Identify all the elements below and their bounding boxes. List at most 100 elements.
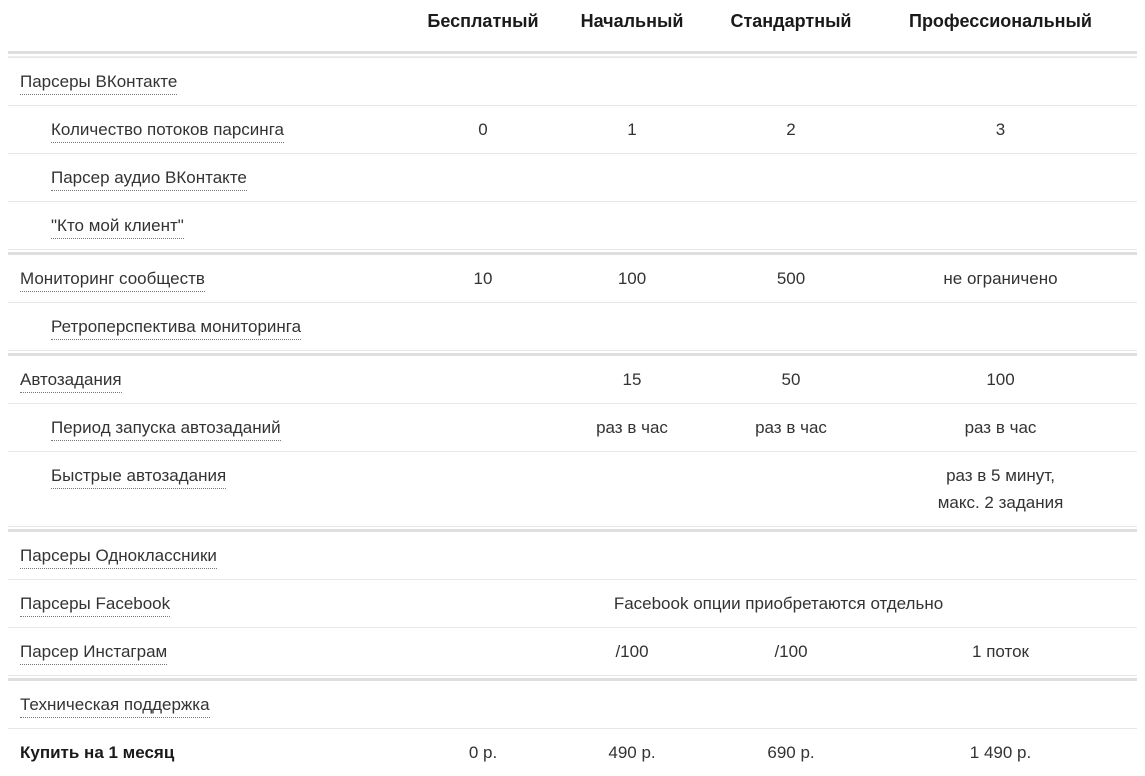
feature-label-cell: Парсеры ВКонтакте [8,58,420,105]
plan-value-cell [864,202,1137,222]
plan-value-cell: раз в час [755,418,827,437]
plan-header-starter: Начальный [580,11,684,31]
section-divider [8,350,1137,356]
header-spacer-cell [8,0,420,24]
table-row: Парсеры Facebook Facebook опции приобрета… [8,579,1137,627]
plan-value-cell: /100 [774,642,808,661]
table-row: Парсеры Одноклассники [8,532,1137,579]
feature-label[interactable]: Парсеры Одноклассники [20,545,217,569]
plan-value-cell [864,58,1137,78]
feature-label[interactable]: Парсеры ВКонтакте [20,71,178,95]
plan-value-cell [718,532,864,552]
table-row: Парсер Инстаграм/100/100 1 поток [8,627,1137,675]
plan-value-cell [420,58,546,78]
spanning-note-cell: Facebook опции приобретаются отдельно [613,594,944,613]
plan-value-cell: /100 [615,642,649,661]
feature-label-cell: Период запуска автозаданий [8,404,420,451]
plan-value-cell [864,154,1137,174]
feature-label-cell: Парсер Инстаграм [8,628,420,675]
table-row: Количество потоков парсинга 0 1 2 3 [8,105,1137,153]
plan-value-cell: 500 [776,269,806,288]
feature-label[interactable]: Ретроперспектива мониторинга [51,316,302,340]
plan-value-cell: 50 [781,370,801,389]
feature-label[interactable]: Количество потоков парсинга [51,119,284,143]
header-divider [8,51,1137,57]
table-row: Парсер аудио ВКонтакте [8,153,1137,201]
section-divider [8,526,1137,532]
plan-value-cell [864,303,1137,323]
plan-value-cell: раз в час [596,418,668,437]
plan-value-cell: 1 490 р. [969,743,1032,762]
plan-header-free: Бесплатный [427,11,539,31]
feature-label[interactable]: Техническая поддержка [20,694,210,718]
plan-value-cell: 0 [478,120,488,139]
table-row: Техническая поддержка [8,681,1137,728]
feature-label-cell: Парсеры Одноклассники [8,532,420,579]
plan-value-cell [420,303,546,323]
plan-value-cell [546,303,718,323]
table-body: Парсеры ВКонтакте Количество потоков парс… [8,57,1137,776]
feature-label-cell: Парсеры Facebook [8,580,420,627]
plan-value-cell: 1 поток [972,642,1029,661]
plan-value-cell: не ограничено [943,269,1058,288]
feature-label[interactable]: Парсер Инстаграм [20,641,168,665]
feature-label-cell: Техническая поддержка [8,681,420,728]
plan-value-cell: 2 [786,120,796,139]
table-row: Купить на 1 месяц 0 р. 490 р. 690 р. 1 490 р… [8,728,1137,776]
feature-label-cell: "Кто мой клиент" [8,202,420,249]
buy-row-label: Купить на 1 месяц [20,743,175,762]
plan-value-cell [546,452,718,472]
table-row: Парсеры ВКонтакте [8,57,1137,105]
feature-label[interactable]: "Кто мой клиент" [51,215,184,239]
feature-label-cell: Парсер аудио ВКонтакте [8,154,420,201]
plan-value-cell [718,58,864,78]
feature-label[interactable]: Быстрые автозадания [51,465,227,489]
plan-value-cell: 0 р. [468,743,498,762]
plan-value-cell: 1 [627,120,637,139]
plan-value-cell [420,202,546,222]
feature-label[interactable]: Период запуска автозаданий [51,417,281,441]
plan-value-cell [546,202,718,222]
table-row: "Кто мой клиент" [8,201,1137,249]
plan-value-cell [718,202,864,222]
plan-value-cell [718,681,864,701]
table-row: Ретроперспектива мониторинга [8,302,1137,350]
plan-value-cell: 100 [617,269,647,288]
plan-value-cell [420,628,546,648]
plan-value-cell: раз в час [964,418,1037,437]
plan-value-cell: 10 [473,269,493,288]
feature-label-cell: Автозадания [8,356,420,403]
feature-label-cell: Быстрые автозадания [8,452,420,499]
plan-value-cell [420,681,546,701]
plan-value-cell: 3 [995,120,1006,139]
feature-label-cell: Купить на 1 месяц [8,729,420,776]
feature-label-cell: Ретроперспектива мониторинга [8,303,420,350]
section-divider [8,249,1137,255]
plan-value-cell [546,154,718,174]
plan-value-cell [420,154,546,174]
plan-value-cell: 100 [986,370,1015,389]
plan-value-cell: 490 р. [608,743,656,762]
table-row: Мониторинг сообществ 10 100 500 не ограничен… [8,255,1137,302]
feature-label-cell: Мониторинг сообществ [8,255,420,302]
plan-value-cell [420,452,546,472]
plans-header-row: Бесплатный Начальный Стандартный Професс… [8,0,1137,51]
feature-label[interactable]: Парсер аудио ВКонтакте [51,167,247,191]
feature-label[interactable]: Мониторинг сообществ [20,268,205,292]
plan-value-cell [420,404,546,424]
plan-value-cell [546,58,718,78]
plan-value-cell [718,452,864,472]
plan-header-professional: Профессиональный [909,11,1092,31]
feature-label[interactable]: Парсеры Facebook [20,593,171,617]
plan-value-cell [864,532,1137,552]
plan-header-standard: Стандартный [730,11,852,31]
plan-value-cell: 690 р. [767,743,815,762]
plan-value-cell [420,356,546,376]
plan-value-cell [864,681,1137,701]
plan-value-cell: 15 [622,370,642,389]
plan-value-cell: раз в 5 минут, макс. 2 задания [937,466,1064,512]
feature-label[interactable]: Автозадания [20,369,122,393]
feature-label-cell: Количество потоков парсинга [8,106,420,153]
table-row: Быстрые автозадания раз в 5 минут, макс. … [8,451,1137,526]
